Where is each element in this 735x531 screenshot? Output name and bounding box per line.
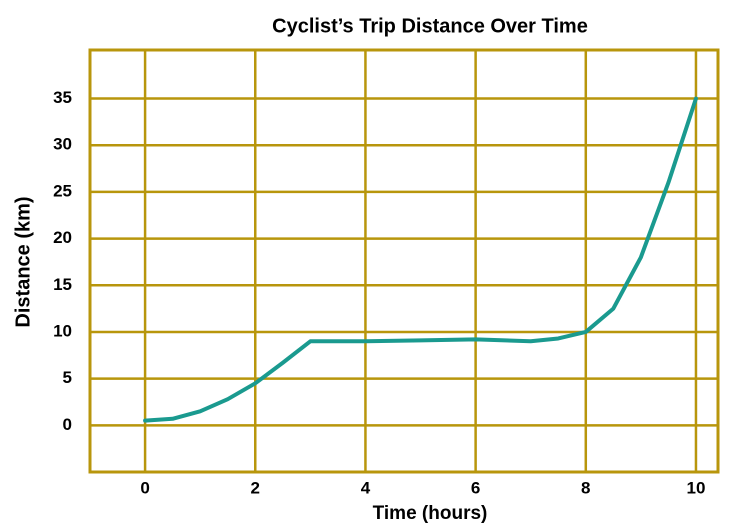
- x-tick-label: 0: [140, 478, 149, 497]
- y-axis-label: Distance (km): [12, 196, 34, 327]
- y-tick-label: 30: [53, 135, 72, 154]
- x-axis-label: Time (hours): [373, 503, 488, 524]
- y-tick-label: 15: [53, 275, 72, 294]
- chart-title: Cyclist’s Trip Distance Over Time: [272, 15, 588, 37]
- x-tick-label: 2: [251, 478, 260, 497]
- y-tick-label: 35: [53, 88, 72, 107]
- data-line: [143, 96, 698, 423]
- y-tick-label: 5: [63, 368, 72, 387]
- plot-frame: [88, 48, 720, 474]
- y-tick-label: 0: [63, 415, 72, 434]
- y-tick-label: 25: [53, 181, 72, 200]
- x-tick-label: 8: [581, 478, 590, 497]
- x-tick-label: 4: [361, 478, 371, 497]
- y-tick-label: 10: [53, 321, 72, 340]
- y-tick-label: 20: [53, 228, 72, 247]
- x-tick-label: 10: [687, 478, 706, 497]
- x-tick-label: 6: [471, 478, 480, 497]
